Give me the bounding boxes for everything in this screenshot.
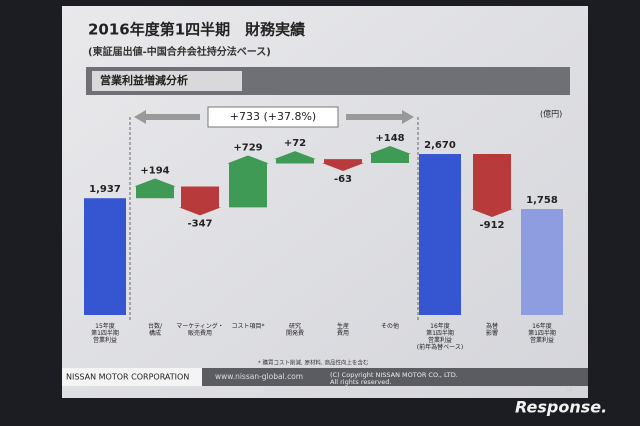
watermark: Response. — [515, 398, 607, 417]
bar — [227, 155, 269, 208]
bar — [521, 209, 563, 315]
arrow — [346, 110, 414, 124]
page-number: 14 — [565, 387, 573, 394]
bar — [419, 154, 461, 315]
x-tick-label: 16年度 第1四半期 営業利益 (前年為替ベース) — [416, 323, 464, 351]
footer-url: www.nissan-global.com — [215, 372, 303, 381]
footer-company-box — [62, 368, 202, 386]
subtitle: (東証届出値-中国合弁会社持分法ベース) — [88, 45, 271, 58]
footnote: * 購買コスト削減, 原材料, 商品性向上を含む — [258, 359, 369, 367]
value-label: 1,937 — [89, 184, 121, 195]
footer-copyright: (C) Copyright NISSAN MOTOR CO., LTD. All… — [330, 371, 458, 386]
x-tick-label: 15年度 第1四半期 営業利益 — [91, 323, 119, 344]
footer-company: NISSAN MOTOR CORPORATION — [66, 373, 189, 382]
x-tick-label: 為替 影響 — [485, 323, 498, 337]
bar — [179, 186, 221, 216]
bar — [369, 146, 411, 163]
bar — [84, 198, 126, 315]
x-tick-label: コスト項目* — [231, 323, 265, 330]
value-label: -912 — [479, 220, 504, 231]
bar — [322, 159, 364, 171]
value-label: +148 — [375, 133, 404, 144]
x-tick-label: 生産 費用 — [336, 323, 349, 337]
title: 2016年度第1四半期 財務実績 — [88, 21, 305, 39]
bar — [471, 154, 513, 218]
x-tick-label: マーケティング・ 販売費用 — [176, 323, 224, 337]
annotation-box — [207, 106, 339, 128]
value-label: 1,758 — [526, 195, 558, 206]
bar — [134, 178, 176, 199]
value-label: -63 — [334, 174, 352, 185]
arrow — [134, 110, 200, 124]
bar — [274, 151, 316, 164]
unit: (億円) — [540, 109, 562, 119]
section-box — [92, 71, 242, 91]
value-label: +194 — [140, 166, 169, 177]
annotation: +733 (+37.8%) — [230, 110, 316, 123]
x-tick-label: 16年度 第1四半期 営業利益 — [528, 323, 556, 344]
value-label: +729 — [233, 142, 262, 153]
value-label: +72 — [284, 138, 306, 149]
value-label: 2,670 — [424, 140, 456, 151]
x-tick-label: 研究 開発費 — [285, 323, 304, 337]
x-tick-label: その他 — [380, 323, 399, 330]
value-label: -347 — [187, 218, 212, 229]
x-tick-label: 台数/ 構成 — [147, 323, 163, 337]
section-title: 営業利益増減分析 — [100, 73, 188, 87]
